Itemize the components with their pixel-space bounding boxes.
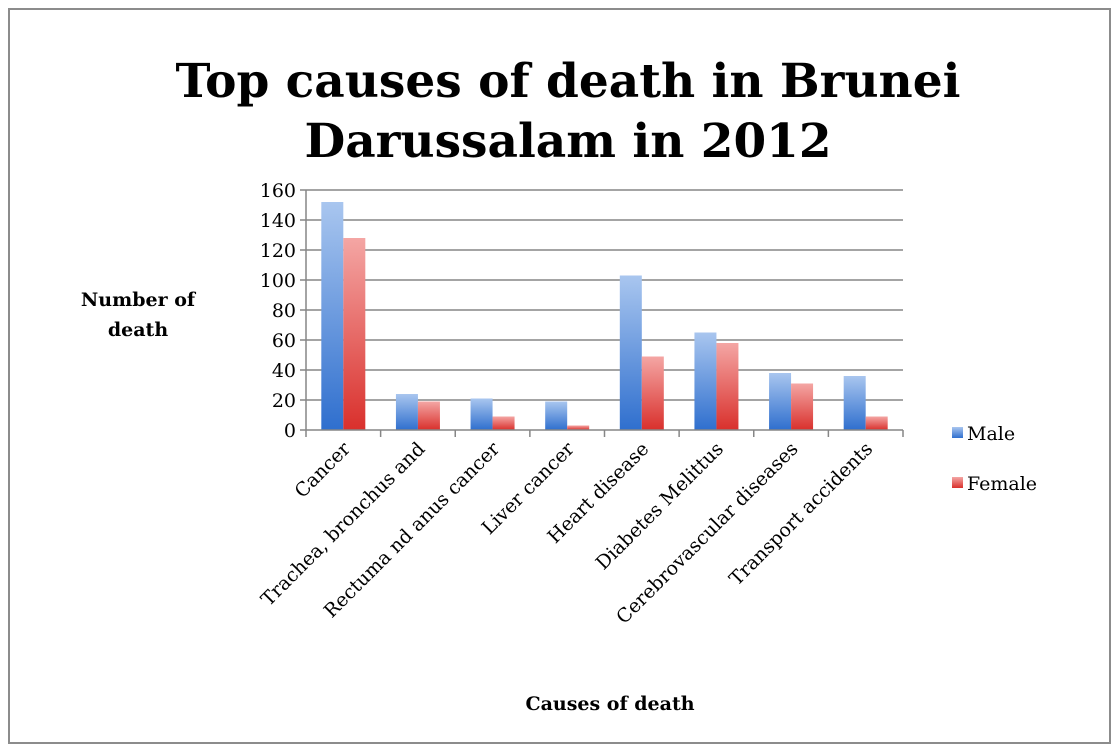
x-category-label: Cancer: [290, 437, 355, 502]
bar-male: [843, 376, 866, 430]
legend: Male Female: [952, 423, 1037, 495]
bar-female: [417, 401, 440, 430]
y-axis-title-line-1: Number of: [81, 289, 197, 311]
y-tick-label: 100: [260, 270, 296, 292]
x-category-label: Transport accidents: [725, 438, 877, 590]
y-tick-labels: 0 20 40 60 80 100 120 140 160: [260, 180, 296, 442]
x-category-label: Diabetes Melittus: [592, 438, 728, 574]
y-tick-label: 80: [272, 300, 296, 322]
bar-male: [470, 398, 493, 430]
y-tick-label: 0: [284, 420, 296, 442]
y-tick-label: 120: [260, 240, 296, 262]
legend-swatch-female: [952, 477, 963, 488]
gridlines: [306, 189, 903, 401]
axes: [300, 189, 904, 437]
bar-female: [492, 416, 515, 430]
y-tick-label: 20: [272, 390, 296, 412]
bar-female: [716, 343, 739, 430]
bar-female: [791, 383, 814, 430]
bar-female: [641, 356, 664, 430]
chart-title-line-1: Top causes of death in Brunei: [176, 54, 961, 109]
bar-male: [769, 373, 792, 430]
bar-chart: Top causes of death in Brunei Darussalam…: [81, 54, 1037, 715]
bar-male: [619, 275, 642, 430]
legend-label-male: Male: [967, 423, 1015, 445]
bar-female: [567, 425, 590, 430]
legend-label-female: Female: [967, 473, 1037, 495]
bar-male: [395, 394, 418, 430]
bar-female: [343, 238, 366, 430]
chart-title-line-2: Darussalam in 2012: [304, 114, 831, 169]
y-tick-label: 160: [260, 180, 296, 202]
x-axis-title: Causes of death: [525, 693, 694, 715]
bar-male: [545, 401, 568, 430]
y-axis-title-line-2: death: [108, 319, 168, 341]
bar-male: [694, 332, 717, 430]
y-tick-label: 140: [260, 210, 296, 232]
bars: [321, 202, 888, 430]
bar-female: [865, 416, 888, 430]
y-tick-label: 40: [272, 360, 296, 382]
y-tick-label: 60: [272, 330, 296, 352]
bar-male: [321, 202, 344, 430]
chart-frame: Top causes of death in Brunei Darussalam…: [8, 8, 1111, 744]
legend-swatch-male: [952, 427, 963, 438]
